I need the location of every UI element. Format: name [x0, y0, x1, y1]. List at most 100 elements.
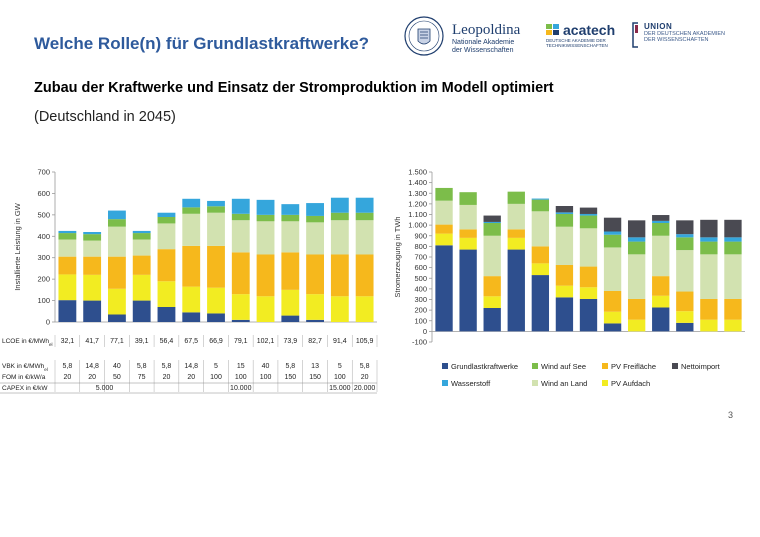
capacity-bar-grundlastkraftwerke	[207, 313, 225, 322]
generation-bar-nettoimport	[627, 220, 646, 238]
fom-value: 20	[361, 374, 369, 381]
lcoe-value: 56,4	[160, 338, 174, 345]
generation-y-tick-label: 0	[423, 327, 427, 336]
generation-bar-wind-auf-see	[724, 241, 742, 255]
vbk-value: 5,8	[360, 363, 370, 370]
capacity-bar-wind-an-land	[231, 220, 250, 253]
capacity-bar-pv-freifl-che	[58, 256, 77, 275]
generation-bar-pv-aufdach	[603, 311, 622, 324]
generation-bar-wind-auf-see	[531, 199, 550, 212]
vbk-value: 15	[237, 363, 245, 370]
generation-y-tick-label: 900	[414, 231, 427, 240]
generation-bar-wind-auf-see	[579, 215, 598, 229]
capacity-y-tick-label: 300	[37, 253, 50, 262]
capacity-bar-pv-aufdach	[330, 296, 349, 322]
generation-bar-pv-freifl-che	[435, 224, 453, 234]
vbk-value: 14,8	[85, 363, 99, 370]
generation-bar-nettoimport	[724, 219, 742, 238]
generation-bar-pv-aufdach	[483, 296, 501, 308]
generation-bar-nettoimport	[603, 217, 622, 232]
acatech-sub2: TECHNIKWISSENSCHAFTEN	[546, 43, 608, 48]
capacity-bar-wind-an-land	[182, 213, 201, 246]
capacity-y-tick-label: 400	[37, 232, 50, 241]
generation-bar-wind-auf-see	[459, 192, 477, 205]
generation-bar-nettoimport	[676, 220, 694, 235]
generation-bar-wind-auf-see	[507, 191, 525, 204]
fom-value: 150	[284, 374, 296, 381]
fom-value: 75	[138, 374, 146, 381]
capacity-bar-wind-auf-see	[231, 213, 250, 221]
generation-bar-grundlastkraftwerke	[483, 308, 501, 332]
vbk-value: 5,8	[162, 363, 172, 370]
generation-bar-wind-an-land	[459, 204, 477, 230]
fom-value: 100	[210, 374, 222, 381]
capacity-bar-pv-freifl-che	[281, 252, 300, 290]
generation-y-tick-label: -100	[412, 338, 427, 347]
capacity-bar-pv-aufdach	[306, 294, 324, 320]
capacity-chart: 0 100 200 300 400 500 600 700 Installierte Leist…	[0, 168, 378, 394]
acatech-sub1: DEUTSCHE AKADEMIE DER	[546, 38, 606, 43]
capacity-bar-grundlastkraftwerke	[182, 312, 201, 322]
capacity-bar-wind-an-land	[256, 221, 275, 255]
capacity-bar-wasserstoff	[330, 197, 349, 213]
generation-y-tick-label: 300	[414, 295, 427, 304]
capacity-bar-pv-aufdach	[281, 289, 300, 316]
generation-bar-wind-an-land	[435, 200, 453, 225]
generation-bar-wind-an-land	[507, 203, 525, 230]
generation-bar-pv-freifl-che	[652, 276, 670, 296]
capacity-bar-pv-aufdach	[355, 296, 374, 322]
generation-bar-wind-auf-see	[435, 187, 453, 201]
capex-value: 15.000	[329, 385, 351, 392]
legend-label: Wind auf See	[541, 362, 586, 371]
union-name: UNION	[644, 22, 673, 31]
generation-bar-wind-an-land	[652, 235, 670, 277]
generation-y-tick-label: 800	[414, 242, 427, 251]
capacity-bar-pv-aufdach	[256, 296, 275, 322]
capex-value: 5.000	[96, 385, 114, 392]
vbk-row-label: VBK in €/MWhel	[2, 363, 48, 372]
vbk-value: 40	[262, 363, 270, 370]
generation-bar-pv-freifl-che	[531, 246, 550, 264]
acatech-logo: acatech DEUTSCHE AKADEMIE DER TECHNIKWIS…	[546, 22, 615, 48]
generation-bar-wind-an-land	[483, 235, 501, 277]
vbk-value: 40	[113, 363, 121, 370]
capacity-bar-pv-freifl-che	[207, 245, 225, 288]
generation-bar-grundlastkraftwerke	[459, 249, 477, 332]
capacity-bar-wind-auf-see	[281, 214, 300, 222]
generation-bar-wasserstoff	[483, 221, 501, 223]
capacity-bar-wasserstoff	[132, 230, 151, 234]
capex-value: 10.000	[230, 385, 252, 392]
generation-bar-wind-auf-see	[555, 213, 574, 227]
capacity-bar-wasserstoff	[83, 232, 102, 235]
generation-bar-grundlastkraftwerke	[603, 323, 622, 332]
generation-bar-pv-aufdach	[652, 295, 670, 308]
generation-bar-grundlastkraftwerke	[555, 297, 574, 332]
fom-value: 20	[163, 374, 171, 381]
vbk-value: 5	[214, 363, 218, 370]
generation-bar-wind-auf-see	[483, 223, 501, 236]
acatech-mark-icon	[546, 24, 559, 35]
capacity-bar-wind-an-land	[58, 239, 77, 257]
generation-y-tick-label: 200	[414, 306, 427, 315]
generation-y-tick-label: 1.300	[408, 189, 427, 198]
generation-bar-wasserstoff	[531, 198, 550, 200]
fom-value: 20	[187, 374, 195, 381]
capacity-bar-wind-auf-see	[256, 214, 275, 222]
lcoe-value: 67,5	[184, 338, 198, 345]
leopoldina-sub1: Nationale Akademie	[452, 39, 515, 46]
capacity-bar-pv-aufdach	[83, 274, 102, 301]
generation-bar-grundlastkraftwerke	[435, 245, 453, 332]
capacity-bar-pv-aufdach	[108, 288, 126, 315]
generation-y-tick-label: 400	[414, 284, 427, 293]
capacity-bar-pv-freifl-che	[231, 252, 250, 295]
slide-region: (Deutschland in 2045)	[34, 109, 176, 125]
capacity-y-tick-label: 0	[46, 318, 50, 327]
generation-bar-pv-aufdach	[459, 237, 477, 250]
capacity-bar-wind-an-land	[306, 222, 324, 255]
generation-bar-pv-aufdach	[579, 287, 598, 299]
leopoldina-sub2: der Wissenschaften	[452, 47, 514, 54]
generation-bar-grundlastkraftwerke	[579, 298, 598, 332]
generation-bar-pv-freifl-che	[627, 298, 646, 320]
generation-bar-nettoimport	[700, 219, 718, 238]
fom-value: 20	[63, 374, 71, 381]
